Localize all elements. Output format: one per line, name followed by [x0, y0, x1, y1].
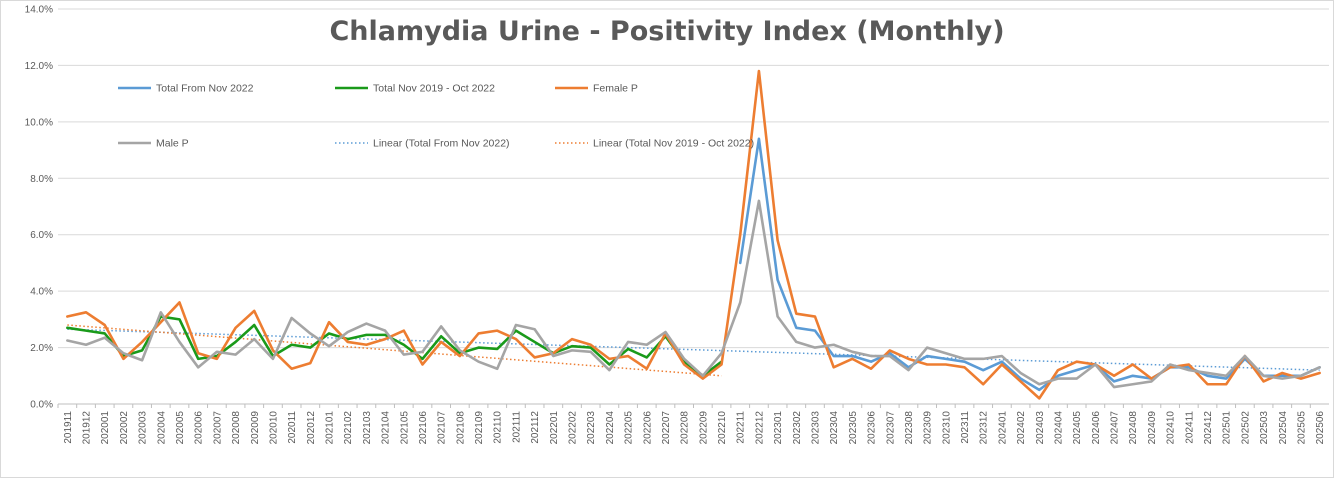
x-tick-label: 202307: [885, 411, 896, 445]
x-tick-label: 202312: [979, 411, 990, 445]
x-tick-label: 202105: [399, 411, 410, 445]
series-line: [66, 199, 1321, 389]
x-tick-label: 202311: [960, 411, 971, 444]
legend-label: Male P: [156, 138, 189, 150]
x-tick-label: 202102: [343, 411, 354, 445]
x-tick-label: 202407: [1110, 411, 1121, 445]
x-tick-label: 202210: [717, 411, 728, 445]
x-tick-label: 202011: [287, 411, 298, 444]
x-tick-label: 202009: [250, 411, 261, 445]
x-tick-label: 202007: [212, 411, 223, 445]
series-line: [738, 137, 1321, 392]
legend-label: Total From Nov 2022: [156, 83, 254, 95]
x-tick-label: 202208: [680, 411, 691, 445]
x-tick-label: 202207: [661, 411, 672, 445]
x-tick-label: 202002: [119, 411, 130, 445]
x-tick-label: 202104: [381, 411, 392, 445]
x-tick-label: 202501: [1222, 411, 1233, 445]
x-tick-label: 202006: [194, 411, 205, 445]
trendline: [67, 328, 1320, 371]
x-tick-label: 202001: [100, 411, 111, 445]
x-tick-label: 202106: [418, 411, 429, 445]
x-tick-label: 202502: [1240, 411, 1251, 445]
trendline: [67, 324, 722, 377]
legend-label: Total Nov 2019 - Oct 2022: [373, 83, 495, 95]
x-tick-label: 202110: [493, 411, 504, 444]
x-tick-label: 202412: [1203, 411, 1214, 445]
gridlines: [58, 8, 1329, 349]
x-tick-label: 202008: [231, 411, 242, 445]
x-tick-label: 202411: [1184, 411, 1195, 444]
x-tick-label: 202205: [624, 411, 635, 445]
y-tick-label: 14.0%: [25, 5, 53, 16]
x-tick-label: 202203: [586, 411, 597, 445]
x-tick-label: 202305: [848, 411, 859, 445]
x-tick-label: 202005: [175, 411, 186, 445]
x-tick-label: 202306: [867, 411, 878, 445]
x-tick-label: 202112: [530, 411, 541, 444]
y-tick-label: 2.0%: [30, 343, 53, 354]
x-tick-label: 202109: [474, 411, 485, 445]
x-tick-label: 202302: [792, 411, 803, 445]
x-tick-label: 202304: [829, 411, 840, 445]
legend: Total From Nov 2022 Total Nov 2019 - Oct …: [118, 83, 754, 150]
x-tick-label: 202301: [773, 411, 784, 445]
x-tick-label: 202402: [1016, 411, 1027, 445]
x-tick-label: 202204: [605, 411, 616, 445]
series-lines: [66, 69, 1321, 400]
x-tick-label: 202111: [511, 411, 522, 443]
x-tick-label: 202503: [1259, 411, 1270, 445]
x-tick-label: 202409: [1147, 411, 1158, 445]
trendlines: [67, 324, 1320, 377]
x-tick-label: 202010: [268, 411, 279, 445]
x-tick-label: 202504: [1278, 411, 1289, 445]
x-tick-label: 202404: [1053, 411, 1064, 445]
x-tick-label: 202506: [1315, 411, 1326, 445]
x-tick-label: 202308: [904, 411, 915, 445]
x-tick-label: 202101: [325, 411, 336, 445]
x-tick-label: 202303: [810, 411, 821, 445]
x-tick-label: 202211: [736, 411, 747, 444]
legend-label: Linear (Total From Nov 2022): [373, 138, 510, 150]
y-tick-label: 8.0%: [30, 174, 53, 185]
series-line: [66, 315, 723, 378]
y-tick-label: 4.0%: [30, 287, 53, 298]
x-tick-label: 202003: [138, 411, 149, 445]
y-tick-label: 10.0%: [25, 117, 53, 128]
x-tick-label: 202212: [754, 411, 765, 445]
x-tick-label: 202405: [1072, 411, 1083, 445]
x-tick-label: 202107: [437, 411, 448, 445]
x-tick-label: 202406: [1091, 411, 1102, 445]
x-tick-label: 202408: [1128, 411, 1139, 445]
x-tick-label: 202209: [698, 411, 709, 445]
axes: 0.0% 2.0% 4.0% 6.0% 8.0% 10.0% 12.0% 14.0% 20191…: [25, 5, 1329, 445]
x-tick-label: 202004: [156, 411, 167, 445]
y-tick-label: 12.0%: [25, 61, 53, 72]
chart-title: Chlamydia Urine - Positivity Index (Mont…: [329, 16, 1004, 47]
x-tick-label: 202202: [568, 411, 579, 445]
x-tick-label: 202108: [455, 411, 466, 445]
x-tick-label: 202505: [1296, 411, 1307, 445]
x-tick-label: 202410: [1166, 411, 1177, 445]
legend-label: Female P: [593, 83, 638, 95]
x-tick-label: 202310: [941, 411, 952, 445]
x-tick-label: 202201: [549, 411, 560, 445]
x-tick-label: 201912: [82, 411, 93, 445]
legend-label: Linear (Total Nov 2019 - Oct 2022): [593, 138, 754, 150]
x-tick-label: 201911: [63, 411, 74, 444]
x-tick-label: 202403: [1035, 411, 1046, 445]
x-tick-label: 202103: [362, 411, 373, 445]
y-tick-label: 6.0%: [30, 230, 53, 241]
y-tick-label: 0.0%: [30, 400, 53, 411]
x-tick-label: 202401: [997, 411, 1008, 445]
x-tick-label: 202012: [306, 411, 317, 445]
x-tick-label: 202206: [642, 411, 653, 445]
x-tick-label: 202309: [923, 411, 934, 445]
